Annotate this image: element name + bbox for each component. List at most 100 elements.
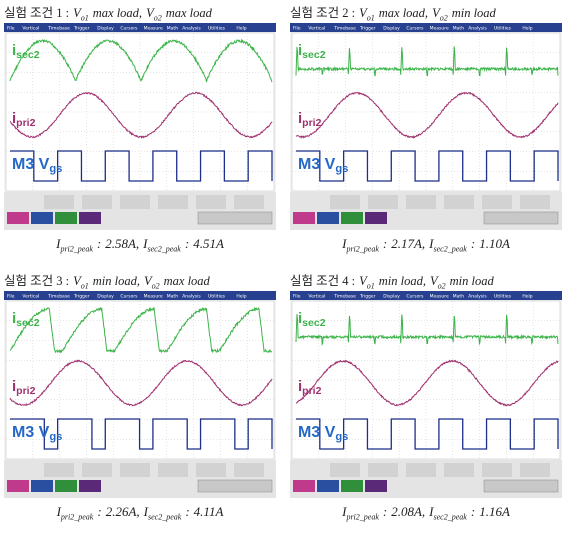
page: (() => { const data = JSON.parse(documen… <box>0 0 565 533</box>
load-label: min load <box>450 274 494 288</box>
current-value: 2.08A, <box>391 504 425 519</box>
oscilloscope-screenshot: FileVerticalTimebaseTriggerDisplayCursor… <box>290 23 562 230</box>
menu-item: Utilities <box>494 294 512 300</box>
load-label: max load, <box>379 6 428 20</box>
channel-box <box>365 212 387 224</box>
gate-label-main: M3 V <box>298 156 336 173</box>
channel-box <box>79 212 101 224</box>
menu-bar <box>4 23 276 32</box>
menu-item: File <box>7 26 15 32</box>
menu-item: Vertical <box>308 26 325 32</box>
menu-item: Measure <box>430 26 449 32</box>
menu-item: Display <box>383 294 400 300</box>
voltage-symbol: Vo2 <box>432 6 448 20</box>
current-value: 2.58A, <box>105 236 139 251</box>
timebase-box <box>484 480 558 492</box>
current-symbol: Ipri2_peak <box>342 236 379 251</box>
menu-item: Display <box>97 26 114 32</box>
menu-bar <box>4 291 276 300</box>
menu-item: Measure <box>144 294 163 300</box>
subscript: pri2_peak <box>60 245 92 254</box>
measure-field <box>120 463 150 477</box>
channel-box <box>31 480 53 492</box>
measure-field <box>330 463 360 477</box>
channel-box <box>31 212 53 224</box>
figure-panel: 실험 조건 2 :Vo1max load,Vo2min loadFileVert… <box>290 0 562 262</box>
pri-label-sub: pri2 <box>16 385 35 397</box>
menu-item: Timebase <box>47 26 70 32</box>
menu-item: Analysis <box>182 26 201 32</box>
measure-field <box>406 463 436 477</box>
menu-item: Help <box>236 294 246 300</box>
voltage-symbol: Vo2 <box>144 274 160 288</box>
subscript: o1 <box>81 282 89 291</box>
menu-bar <box>290 291 562 300</box>
channel-box <box>7 480 29 492</box>
measure-field <box>234 195 264 209</box>
measure-field <box>120 195 150 209</box>
current-value: 2.26A, <box>106 504 140 519</box>
panel-caption: Ipri2_peak:2.26A,Isec2_peak:4.11A <box>4 504 276 522</box>
menu-item: Help <box>522 294 532 300</box>
gate-label-main: M3 V <box>12 156 50 173</box>
measure-field <box>482 195 512 209</box>
measure-field <box>44 463 74 477</box>
menu-item: Timebase <box>47 294 70 300</box>
current-symbol: Isec2_peak <box>144 504 182 519</box>
separator: : <box>185 504 189 519</box>
measure-field <box>520 195 550 209</box>
subscript: o1 <box>81 14 89 23</box>
condition-label: 실험 조건 2 : <box>290 6 355 20</box>
menu-item: Cursors <box>120 294 138 300</box>
load-label: min load <box>452 6 496 20</box>
current-value: 1.10A <box>479 236 510 251</box>
menu-item: Measure <box>144 26 163 32</box>
current-symbol: Isec2_peak <box>429 504 467 519</box>
menu-item: Vertical <box>308 294 325 300</box>
measure-field <box>330 195 360 209</box>
condition-label: 실험 조건 1 : <box>4 6 69 20</box>
sec-label-sub: sec2 <box>302 49 326 61</box>
timebase-box <box>484 212 558 224</box>
gate-label-sub: gs <box>49 431 62 443</box>
measure-field <box>444 195 474 209</box>
measure-field <box>82 195 112 209</box>
measure-field <box>520 463 550 477</box>
voltage-symbol: Vo1 <box>359 274 375 288</box>
measure-field <box>406 195 436 209</box>
channel-box <box>55 480 77 492</box>
separator: : <box>97 236 101 251</box>
current-symbol: Ipri2_peak <box>57 504 94 519</box>
menu-item: Math <box>453 26 464 32</box>
menu-item: Timebase <box>333 294 356 300</box>
gate-label-main: M3 V <box>12 424 50 441</box>
menu-item: Utilities <box>208 26 226 32</box>
load-label: min load, <box>93 274 140 288</box>
panel-caption: Ipri2_peak:2.17A,Isec2_peak:1.10A <box>290 236 562 254</box>
channel-box <box>341 212 363 224</box>
current-symbol: Isec2_peak <box>429 236 467 251</box>
current-value: 2.17A, <box>391 236 425 251</box>
menu-item: Trigger <box>359 294 376 300</box>
separator: : <box>383 236 387 251</box>
menu-item: Trigger <box>73 294 90 300</box>
subscript: o2 <box>440 14 448 23</box>
channel-box <box>365 480 387 492</box>
gate-label-main: M3 V <box>298 424 336 441</box>
menu-item: Utilities <box>494 26 512 32</box>
pri-label-sub: pri2 <box>16 117 35 129</box>
subscript: o2 <box>154 14 162 23</box>
menu-item: Utilities <box>208 294 226 300</box>
voltage-symbol: Vo1 <box>73 6 89 20</box>
menu-item: File <box>7 294 15 300</box>
subscript: pri2_peak <box>346 513 378 522</box>
current-symbol: Isec2_peak <box>143 236 181 251</box>
voltage-symbol: Vo2 <box>146 6 162 20</box>
menu-item: Cursors <box>406 294 424 300</box>
